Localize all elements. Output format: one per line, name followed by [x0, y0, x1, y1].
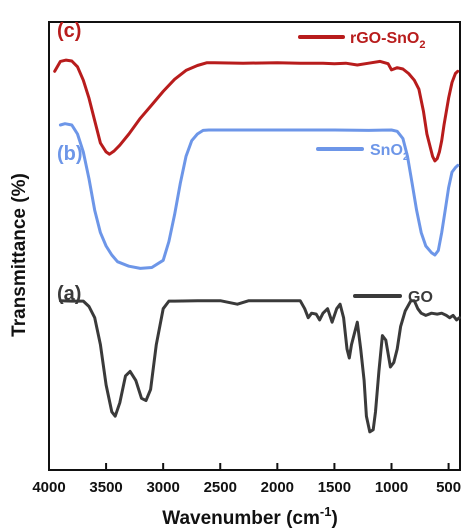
series-lines — [53, 58, 461, 434]
plot-area — [48, 21, 461, 471]
x-axis-title: Wavenumber (cm-1) — [162, 504, 338, 529]
legend: GO SnO2 rGO-SnO2 — [298, 30, 433, 306]
panel-label: (a) — [57, 283, 81, 305]
x-tick-label: 2500 — [204, 479, 237, 496]
x-tick-label: 4000 — [32, 479, 65, 496]
series-line-rgo-sno2 — [53, 58, 460, 163]
panel-label: (b) — [57, 143, 83, 165]
x-tick-label: 1500 — [318, 479, 351, 496]
x-tick-label: 500 — [436, 479, 461, 496]
x-tick-label: 3500 — [89, 479, 122, 496]
panel-labels: (a) (b) (c) — [57, 20, 83, 305]
y-axis-title: Transmittance (%) — [9, 173, 30, 337]
series-line-go — [58, 299, 461, 434]
legend-label: SnO2 — [370, 142, 409, 163]
legend-label: GO — [408, 289, 433, 306]
panel-label: (c) — [57, 20, 81, 42]
x-tick-label: 3000 — [146, 479, 179, 496]
x-tick-label: 1000 — [375, 479, 408, 496]
x-axis-ticks: 4000 3500 3000 2500 2000 1500 1000 500 — [32, 463, 461, 496]
plot-frame — [48, 21, 461, 471]
legend-label: rGO-SnO2 — [350, 30, 425, 51]
series-line-sno2 — [58, 122, 460, 270]
x-tick-label: 2000 — [261, 479, 294, 496]
